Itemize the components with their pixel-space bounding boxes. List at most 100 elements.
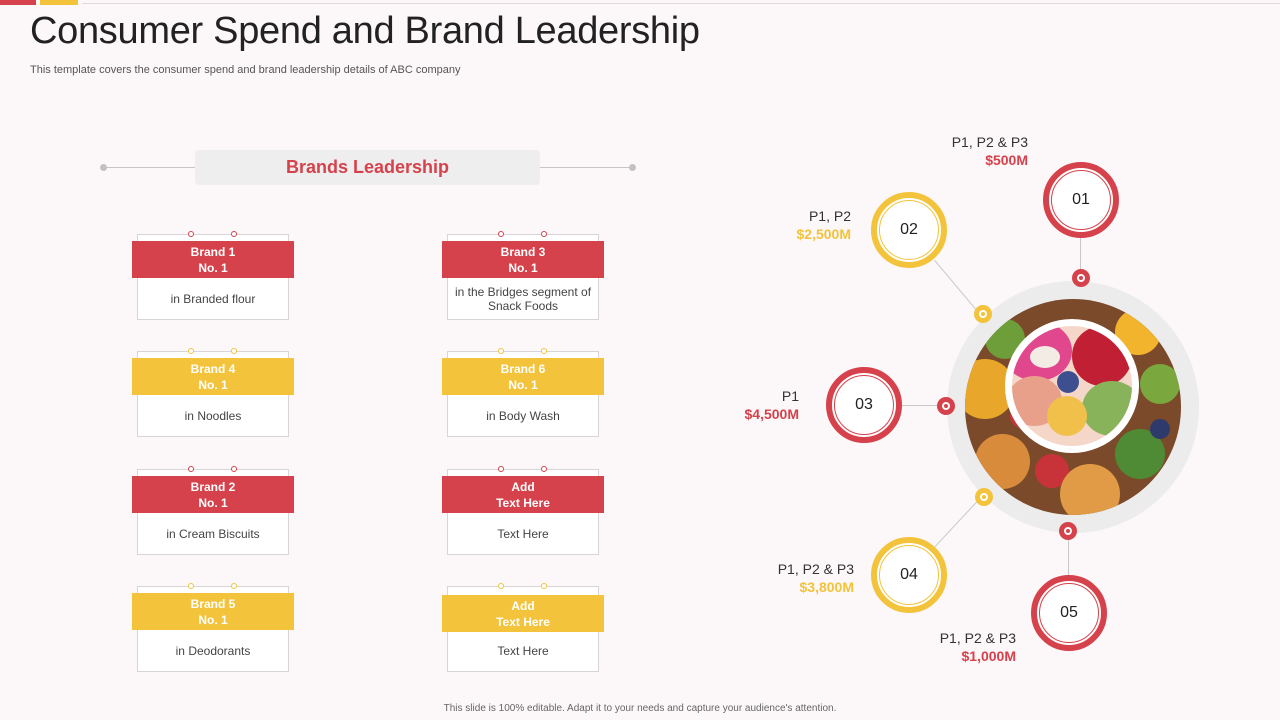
marker-icon [1072, 269, 1090, 287]
spend-label: P1, P2 & P3 $3,800M [730, 560, 854, 596]
pin-icon [231, 348, 237, 354]
card-description: in the Bridges segment of Snack Foods [454, 285, 592, 313]
accent-bar-yellow [40, 0, 78, 5]
pin-icon [498, 348, 504, 354]
spend-label: P1, P2 $2,500M [730, 207, 851, 243]
accent-bar-red [0, 0, 36, 5]
spend-segment: P1, P2 & P3 [951, 134, 1028, 150]
spend-label: P1, P2 & P3 $500M [900, 133, 1028, 169]
card-rank: No. 1 [508, 260, 538, 275]
footer-note: This slide is 100% editable. Adapt it to… [443, 703, 837, 714]
step-01-badge: 01 [1043, 162, 1119, 238]
marker-icon [1059, 522, 1077, 540]
section-title: Brands Leadership [195, 150, 540, 185]
brand-card: Brand 5 No. 1 in Deodorants [132, 583, 294, 674]
pin-icon [498, 466, 504, 472]
card-rank: Text Here [496, 614, 550, 629]
step-04-badge: 04 [871, 537, 947, 613]
step-05-badge: 05 [1031, 575, 1107, 651]
card-banner: Brand 4 No. 1 [132, 358, 294, 395]
step-number: 05 [1039, 583, 1099, 643]
section-line-left [104, 167, 195, 168]
card-banner: Brand 3 No. 1 [442, 241, 604, 278]
page-title: Consumer Spend and Brand Leadership [30, 10, 700, 52]
section-dot-left [100, 164, 107, 171]
step-03-badge: 03 [826, 367, 902, 443]
step-02-badge: 02 [871, 192, 947, 268]
card-banner: Brand 2 No. 1 [132, 476, 294, 513]
card-description: in Cream Biscuits [166, 527, 260, 541]
card-title: Brand 1 [190, 244, 236, 259]
card-description: in Body Wash [486, 409, 560, 423]
card-banner: Brand 5 No. 1 [132, 593, 294, 630]
card-title: Add [511, 598, 535, 613]
spend-segment: P1 [781, 388, 799, 404]
card-title: Brand 6 [500, 361, 546, 376]
section-dot-right [629, 164, 636, 171]
card-rank: No. 1 [198, 377, 228, 392]
pin-icon [498, 231, 504, 237]
step-number: 04 [879, 545, 939, 605]
pin-icon [541, 466, 547, 472]
card-description: in Noodles [184, 409, 242, 423]
spend-value: $3,800M [799, 579, 854, 595]
pin-icon [541, 231, 547, 237]
pin-icon [498, 583, 504, 589]
food-bowl-image [965, 299, 1181, 515]
card-rank: Text Here [496, 495, 550, 510]
brand-card: Add Text Here Text Here [442, 466, 604, 557]
pin-icon [188, 231, 194, 237]
spend-value: $2,500M [796, 226, 851, 242]
connector-line [934, 260, 977, 310]
marker-icon [975, 488, 993, 506]
spend-value: $500M [985, 152, 1028, 168]
brand-card: Brand 4 No. 1 in Noodles [132, 348, 294, 439]
card-banner: Add Text Here [442, 476, 604, 513]
step-number: 01 [1051, 170, 1111, 230]
pin-icon [188, 348, 194, 354]
card-description: Text Here [497, 644, 549, 658]
card-rank: No. 1 [198, 612, 228, 627]
connector-line [934, 498, 980, 548]
spend-segment: P1, P2 & P3 [939, 630, 1016, 646]
pin-icon [188, 466, 194, 472]
card-banner: Add Text Here [442, 595, 604, 632]
pin-icon [541, 348, 547, 354]
spend-value: $1,000M [961, 648, 1016, 664]
card-rank: No. 1 [198, 495, 228, 510]
spend-segment: P1, P2 [808, 208, 851, 224]
pin-icon [231, 583, 237, 589]
marker-icon [937, 397, 955, 415]
card-rank: No. 1 [508, 377, 538, 392]
card-description: in Branded flour [170, 292, 256, 306]
page-subtitle: This template covers the consumer spend … [30, 64, 461, 76]
brand-card: Brand 3 No. 1 in the Bridges segment of … [442, 231, 604, 322]
card-title: Brand 5 [190, 596, 236, 611]
card-title: Brand 3 [500, 244, 546, 259]
pin-icon [231, 231, 237, 237]
section-line-right [540, 167, 632, 168]
card-banner: Brand 1 No. 1 [132, 241, 294, 278]
brand-card: Add Text Here Text Here [442, 583, 604, 674]
card-description: in Deodorants [175, 644, 251, 658]
card-rank: No. 1 [198, 260, 228, 275]
step-number: 02 [879, 200, 939, 260]
card-title: Brand 2 [190, 479, 236, 494]
card-banner: Brand 6 No. 1 [442, 358, 604, 395]
brand-card: Brand 2 No. 1 in Cream Biscuits [132, 466, 294, 557]
spend-label: P1 $4,500M [690, 387, 799, 423]
top-divider [82, 3, 1280, 4]
spend-segment: P1, P2 & P3 [777, 561, 854, 577]
spend-label: P1, P2 & P3 $1,000M [900, 629, 1016, 665]
step-number: 03 [834, 375, 894, 435]
card-title: Add [511, 479, 535, 494]
pin-icon [188, 583, 194, 589]
card-title: Brand 4 [190, 361, 236, 376]
pin-icon [231, 466, 237, 472]
marker-icon [974, 305, 992, 323]
connector-line [901, 405, 947, 406]
spend-value: $4,500M [744, 406, 799, 422]
brand-card: Brand 1 No. 1 in Branded flour [132, 231, 294, 322]
card-description: Text Here [497, 527, 549, 541]
brand-card: Brand 6 No. 1 in Body Wash [442, 348, 604, 439]
